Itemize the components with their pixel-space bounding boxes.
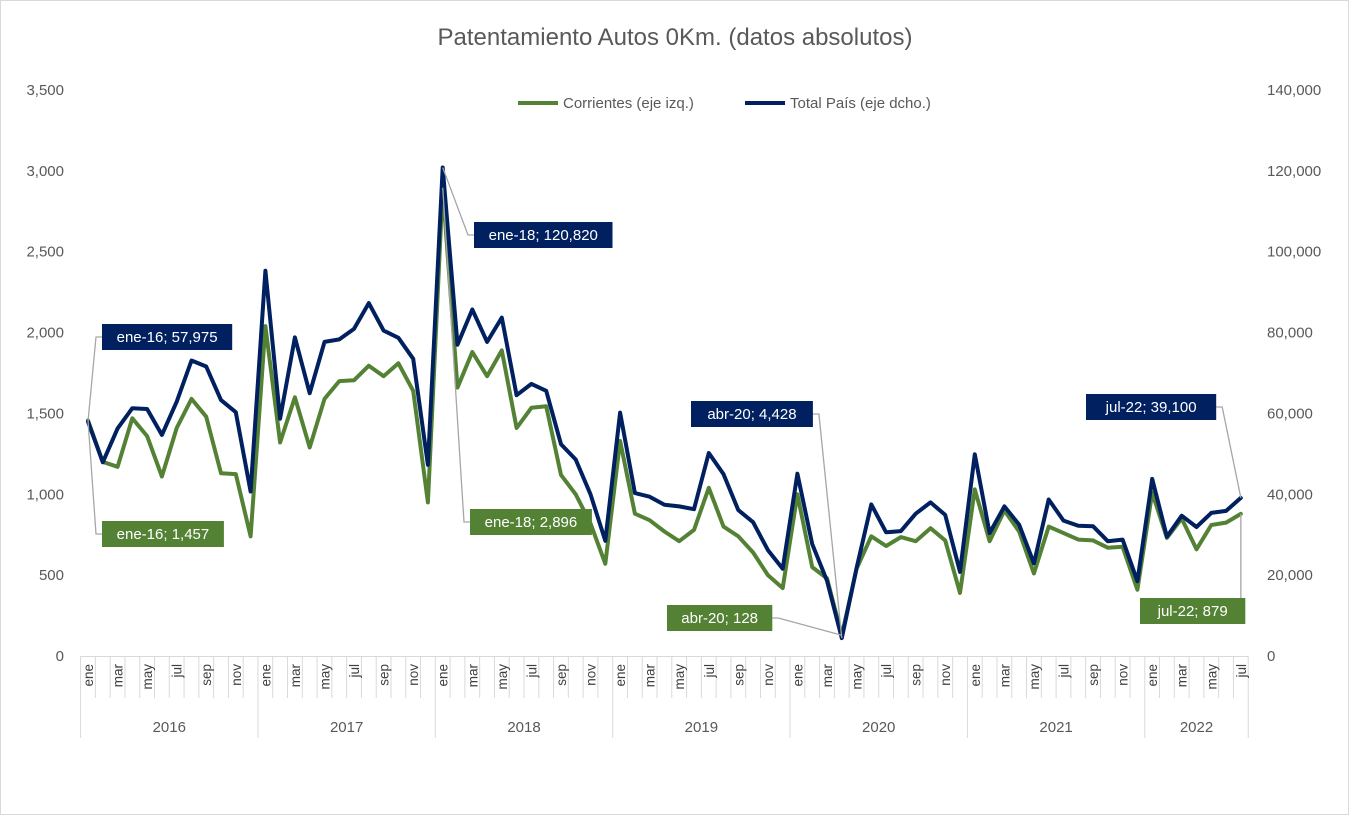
callout-box xyxy=(102,521,224,547)
series-lines xyxy=(86,165,1243,641)
callout-label: jul-22; 39,100 xyxy=(1105,399,1197,416)
x-month-label: may xyxy=(140,664,155,690)
callout-label: abr-20; 128 xyxy=(681,610,758,627)
x-month-label: sep xyxy=(909,664,924,686)
x-month-label: may xyxy=(495,664,510,690)
callout-box xyxy=(470,509,592,535)
x-year-label: 2018 xyxy=(507,719,540,736)
y-left-tick-label: 3,500 xyxy=(26,82,64,99)
x-month-label: nov xyxy=(1116,664,1131,686)
y-right-tick-label: 120,000 xyxy=(1267,163,1321,180)
series-line-total-pais xyxy=(86,165,1243,641)
data-callouts: ene-16; 57,975 ene-16; 1,457 ene-18; 120,8… xyxy=(87,167,1246,639)
y-left-tick-label: 1,000 xyxy=(26,486,64,503)
axes: 0 500 1,000 1,500 2,000 2,500 3,000 3,500 0 20,00… xyxy=(26,82,1321,738)
x-year-label: 2020 xyxy=(862,719,895,736)
chart-title: Patentamiento Autos 0Km. (datos absoluto… xyxy=(438,24,913,51)
x-month-label: ene xyxy=(81,664,96,687)
y-left-tick-label: 3,000 xyxy=(26,163,64,180)
x-month-label: may xyxy=(850,664,865,690)
x-month-label: nov xyxy=(938,664,953,686)
y-right-tick-label: 60,000 xyxy=(1267,405,1313,422)
callout-box xyxy=(102,324,233,350)
x-month-label: jul xyxy=(347,664,362,679)
series-line-corrientes xyxy=(86,185,1243,638)
x-month-label: jul xyxy=(1234,664,1249,679)
x-month-label: ene xyxy=(613,664,628,687)
y-left-tick-label: 500 xyxy=(39,567,64,584)
x-month-label: may xyxy=(1027,664,1042,690)
x-month-label: sep xyxy=(377,664,392,686)
x-month-label: ene xyxy=(790,664,805,687)
callout-leader-line xyxy=(812,413,843,639)
x-month-label: sep xyxy=(1086,664,1101,686)
callout-leader-line xyxy=(87,420,102,535)
x-month-label: nov xyxy=(406,664,421,686)
x-month-label: sep xyxy=(731,664,746,686)
x-month-label: jul xyxy=(524,664,539,679)
x-year-label: 2019 xyxy=(685,719,718,736)
x-year-label: 2017 xyxy=(330,719,363,736)
y-left-tick-label: 2,000 xyxy=(26,325,64,342)
y-right-tick-label: 20,000 xyxy=(1267,567,1313,584)
y-left-tick-label: 0 xyxy=(56,648,64,665)
y-left-tick-label: 1,500 xyxy=(26,405,64,422)
x-month-label: nov xyxy=(761,664,776,686)
x-month-label: nov xyxy=(584,664,599,686)
y-right-tick-label: 100,000 xyxy=(1267,244,1321,261)
x-month-label: ene xyxy=(258,664,273,687)
callout-label: ene-18; 2,896 xyxy=(485,514,578,531)
x-month-label: mar xyxy=(997,663,1012,687)
callout-leader-line xyxy=(87,336,102,422)
callout-leader-line xyxy=(1216,406,1242,499)
x-month-label: mar xyxy=(1175,663,1190,687)
x-month-label: mar xyxy=(465,663,480,687)
callout-box xyxy=(667,605,773,631)
callout-leader-line xyxy=(442,167,474,236)
x-month-label: mar xyxy=(288,663,303,687)
x-month-label: jul xyxy=(879,664,894,679)
callout-label: ene-16; 1,457 xyxy=(117,526,210,543)
callout-box xyxy=(1086,394,1217,420)
callout-leader-line xyxy=(442,187,470,523)
x-year-label: 2022 xyxy=(1180,719,1213,736)
x-month-label: jul xyxy=(170,664,185,679)
x-month-label: may xyxy=(1204,664,1219,690)
x-month-label: ene xyxy=(436,664,451,687)
callout-box xyxy=(1140,598,1246,624)
x-month-label: jul xyxy=(702,664,717,679)
x-month-label: nov xyxy=(229,664,244,686)
x-month-label: may xyxy=(317,664,332,690)
x-month-label: sep xyxy=(199,664,214,686)
callout-label: ene-16; 57,975 xyxy=(117,329,218,346)
callout-box xyxy=(691,401,813,427)
callout-box xyxy=(474,222,613,248)
y-right-tick-label: 40,000 xyxy=(1267,486,1313,503)
x-month-label: ene xyxy=(1145,664,1160,687)
x-month-label: mar xyxy=(643,663,658,687)
callout-leader-line xyxy=(772,617,842,636)
x-year-label: 2016 xyxy=(153,719,186,736)
callout-label: ene-18; 120,820 xyxy=(489,227,598,244)
x-month-label: mar xyxy=(820,663,835,687)
y-left-tick-label: 2,500 xyxy=(26,244,64,261)
legend: Corrientes (eje izq.) Total País (eje dch… xyxy=(518,95,931,112)
y-right-tick-label: 0 xyxy=(1267,648,1275,665)
y-right-tick-label: 80,000 xyxy=(1267,325,1313,342)
legend-label: Total País (eje dcho.) xyxy=(790,95,931,112)
x-year-label: 2021 xyxy=(1039,719,1072,736)
x-month-label: sep xyxy=(554,664,569,686)
callout-label: jul-22; 879 xyxy=(1157,603,1228,620)
y-right-tick-label: 140,000 xyxy=(1267,82,1321,99)
x-month-label: mar xyxy=(111,663,126,687)
x-month-label: ene xyxy=(968,664,983,687)
legend-label: Corrientes (eje izq.) xyxy=(563,95,694,112)
x-month-label: jul xyxy=(1056,664,1071,679)
callout-label: abr-20; 4,428 xyxy=(707,406,796,423)
x-month-label: may xyxy=(672,664,687,690)
